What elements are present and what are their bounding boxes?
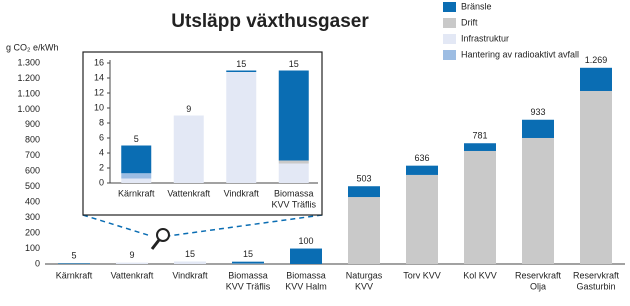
bar-segment [174,261,206,264]
bar-segment [116,262,148,264]
y-tick-label: 0 [35,258,40,268]
y-tick-label: 6 [99,132,104,142]
magnifier [150,228,170,250]
x-tick-label: Reservkraft [515,270,562,280]
y-tick-label: 400 [25,197,40,207]
y-tick-label: 1.300 [17,57,40,67]
x-tick-label: KVV [355,281,373,291]
bar-segment [121,145,152,174]
legend-swatch [443,18,456,28]
x-tick-label: Torv KVV [403,270,441,280]
y-tick-label: 10 [94,102,104,112]
x-tick-label: Biomassa [286,270,326,280]
x-tick-label: Vindkraft [224,188,260,198]
total-label: 15 [236,59,246,69]
x-tick-label: Reservkraft [573,270,620,280]
y-tick-label: 900 [25,119,40,129]
y-tick-label: 1.200 [17,73,40,83]
x-tick-label: Vindkraft [172,270,208,280]
legend: Bränsle Drift Infrastruktur Hantering av ra… [443,1,579,60]
x-tick-label: Gasturbin [576,281,615,291]
legend-label: Hantering av radioaktivt avfall [461,49,579,59]
bar-segment [226,72,257,183]
x-tick-label: KVV Träflis [271,199,316,209]
y-tick-label: 300 [25,212,40,222]
x-tick-label: KVV Träflis [226,281,271,291]
y-tick-label: 800 [25,135,40,145]
bar-segment [226,70,257,72]
legend-label: Drift [461,17,478,27]
total-label: 15 [243,249,253,259]
total-label: 15 [185,249,195,259]
y-tick-label: 8 [99,117,104,127]
bar-segment [348,186,380,198]
x-tick-label: Naturgas [346,270,383,280]
bar-segment [290,248,322,264]
legend-swatch [443,50,456,60]
y-tick-label: 1.000 [17,104,40,114]
y-tick-label: 1.100 [17,88,40,98]
bar-segment [580,67,612,91]
x-tick-label: Biomassa [274,188,314,198]
legend-label: Bränsle [461,1,492,11]
bar-segment [173,115,204,183]
y-tick-label: 2 [99,162,104,172]
legend-swatch [443,34,456,44]
y-tick-label: 16 [94,57,104,67]
total-label: 5 [71,251,76,261]
bar-segment [121,173,152,179]
bar-segment [464,150,496,264]
bar-segment [278,70,309,161]
x-tick-label: KVV Halm [285,281,327,291]
bar-segment [232,261,264,264]
bar-segment [58,263,90,264]
total-label: 503 [356,174,371,184]
total-label: 1.269 [585,55,608,65]
x-tick-label: Biomassa [228,270,268,280]
total-label: 636 [414,153,429,163]
y-axis-label: g CO₂ e/kWh [6,42,59,52]
bar-segment [278,163,309,183]
x-tick-label: Vattenkraft [111,270,154,280]
bar-segment [278,160,309,164]
x-tick-label: Kärnkraft [56,270,93,280]
zoom-line [82,214,152,237]
bar-segment [406,174,438,264]
legend-swatch [443,2,456,12]
main-plot: 01002003004005006007008009001.0001.1001.… [17,55,619,291]
y-tick-label: 0 [99,177,104,187]
legend-label: Infrastruktur [461,33,509,43]
y-tick-label: 600 [25,166,40,176]
x-tick-label: Kärnkraft [118,188,155,198]
bar-segment [121,178,152,183]
bar-segment [406,165,438,175]
zoom-line [167,214,323,237]
total-label: 100 [298,236,313,246]
y-tick-label: 4 [99,147,104,157]
total-label: 781 [472,131,487,141]
y-tick-label: 100 [25,243,40,253]
bar-segment [580,90,612,264]
y-tick-label: 200 [25,227,40,237]
y-tick-label: 700 [25,150,40,160]
total-label: 9 [129,250,134,260]
bar-segment [348,197,380,264]
x-tick-label: Vattenkraft [167,188,210,198]
total-label: 15 [289,59,299,69]
bar-segment [522,137,554,264]
bar-segment [464,143,496,151]
total-label: 5 [134,134,139,144]
chart-title: Utsläpp växthusgaser [171,11,369,32]
y-tick-label: 12 [94,87,104,97]
x-tick-label: Olja [530,281,546,291]
total-label: 933 [530,107,545,117]
y-tick-label: 500 [25,181,40,191]
y-tick-label: 14 [94,72,104,82]
x-tick-label: Kol KVV [463,270,497,280]
bar-segment [522,119,554,138]
total-label: 9 [186,104,191,114]
